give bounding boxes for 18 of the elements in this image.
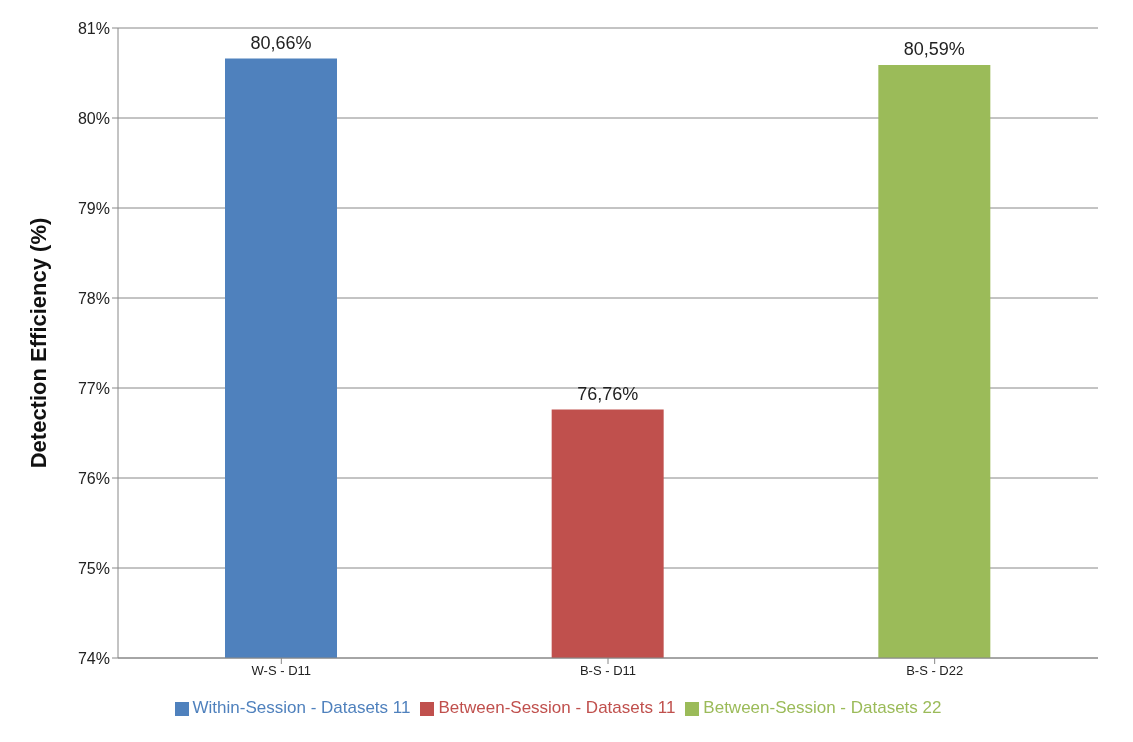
data-label: 80,59% bbox=[903, 38, 965, 59]
y-tick-label: 75% bbox=[77, 559, 110, 577]
x-tick-label: W-S - D11 bbox=[251, 663, 312, 679]
y-tick-label: 79% bbox=[77, 199, 110, 217]
legend-label: Between-Session - Datasets 22 bbox=[703, 698, 942, 717]
y-axis-title: Detection Efficiency (%) bbox=[25, 217, 51, 469]
y-tick-label: 76% bbox=[77, 469, 110, 487]
x-tick-label: B-S - D11 bbox=[579, 663, 637, 679]
x-tick-label: B-S - D22 bbox=[906, 663, 964, 679]
y-tick-label: 81% bbox=[77, 19, 110, 37]
legend-label: Within-Session - Datasets 11 bbox=[192, 698, 411, 717]
y-tick-label: 80% bbox=[77, 109, 110, 127]
legend-label: Between-Session - Datasets 11 bbox=[438, 698, 676, 717]
y-tick-label: 77% bbox=[77, 379, 110, 397]
y-tick-label: 78% bbox=[77, 289, 110, 307]
data-label: 80,66% bbox=[250, 32, 312, 53]
data-label: 76,76% bbox=[577, 383, 639, 404]
y-tick-label: 74% bbox=[77, 649, 110, 667]
